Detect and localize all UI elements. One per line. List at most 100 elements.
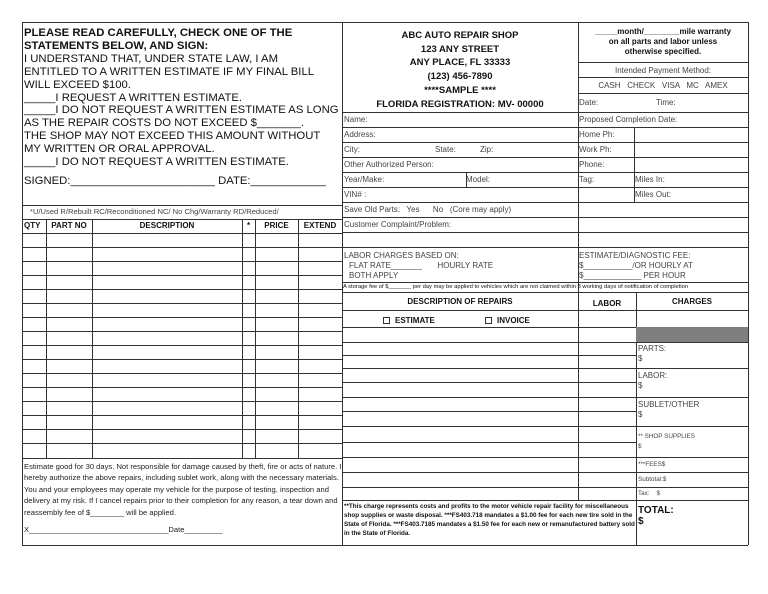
grid-line	[342, 457, 636, 458]
shop-header: ABC AUTO REPAIR SHOP 123 ANY STREET ANY …	[342, 29, 578, 111]
diag-fee-amount[interactable]: $___________/OR HOURLY AT	[579, 261, 693, 270]
option-no-estimate-limit[interactable]: _____I DO NOT REQUEST A WRITTEN ESTIMATE…	[24, 104, 339, 117]
grid-line	[22, 275, 342, 276]
col-part-no: PART NO	[51, 221, 87, 230]
warranty-line: otherwise specified.	[624, 47, 702, 56]
intro-line: AS THE REPAIR COSTS DO NOT EXCEED $_____…	[24, 117, 305, 130]
grid-line	[342, 292, 748, 293]
shaded-charges-cell	[636, 327, 748, 342]
grid-line	[22, 331, 342, 332]
vin-field[interactable]: VIN# :	[344, 190, 367, 199]
year-make-field[interactable]: Year/Make:	[344, 175, 385, 184]
state-field[interactable]: State:	[435, 145, 456, 154]
labor-rate-options[interactable]: FLAT RATE_______ HOURLY RATE	[349, 261, 494, 270]
grid-line	[22, 247, 342, 248]
grid-line	[22, 429, 342, 430]
grid-line	[255, 219, 256, 458]
warranty-line[interactable]: _____month/________mile warranty	[594, 27, 732, 36]
shop-name: ABC AUTO REPAIR SHOP	[401, 30, 519, 41]
invoice-checkbox[interactable]: INVOICE	[485, 316, 530, 326]
col-star: *	[246, 221, 251, 230]
name-field[interactable]: Name:	[344, 115, 368, 124]
work-phone-field[interactable]: Work Ph:	[579, 145, 612, 154]
grid-line	[92, 219, 93, 458]
grid-line	[342, 355, 636, 356]
estimate-checkbox[interactable]: ESTIMATE	[383, 316, 435, 326]
total-charge[interactable]: TOTAL: $	[638, 505, 674, 527]
grid-line	[342, 397, 636, 398]
address-field[interactable]: Address:	[344, 130, 376, 139]
diagnostic-fee: ESTIMATE/DIAGNOSTIC FEE: $___________/OR…	[579, 251, 693, 281]
payment-label: Intended Payment Method:	[614, 66, 712, 75]
tag-field[interactable]: Tag:	[579, 175, 595, 184]
model-field[interactable]: Model:	[466, 175, 491, 184]
other-person-field[interactable]: Other Authorized Person:	[344, 160, 434, 169]
grid-line	[22, 219, 342, 220]
grid-line	[22, 458, 342, 459]
grid-line	[22, 22, 748, 23]
home-phone-field[interactable]: Home Ph:	[579, 130, 615, 139]
grid-line	[636, 472, 748, 473]
payment-options[interactable]: CASH CHECK VISA MC AMEX	[598, 81, 728, 90]
grid-line	[22, 545, 748, 546]
diag-fee-hourly[interactable]: $_____________ PER HOUR	[579, 271, 686, 280]
option-no-estimate[interactable]: _____I DO NOT REQUEST A WRITTEN ESTIMATE…	[24, 156, 289, 169]
proposed-date-field[interactable]: Proposed Completion Date:	[579, 115, 678, 124]
city-field[interactable]: City:	[344, 145, 360, 154]
col-description: DESCRIPTION	[139, 221, 195, 230]
repairs-header: DESCRIPTION OF REPAIRS	[407, 297, 513, 306]
terms-paragraph: Estimate good for 30 days. Not responsib…	[24, 462, 342, 517]
estimate-label: ESTIMATE	[395, 316, 435, 325]
grid-line	[22, 233, 342, 234]
checkbox-icon	[485, 317, 492, 325]
grid-line	[578, 93, 748, 94]
grid-line	[636, 342, 748, 343]
miles-in-field[interactable]: Miles In:	[635, 175, 665, 184]
intro-line: MY WRITTEN OR ORAL APPROVAL.	[24, 143, 215, 156]
intro-heading: STATEMENTS BELOW, AND SIGN:	[24, 39, 209, 52]
grid-line	[342, 426, 636, 427]
time-label[interactable]: Time:	[656, 98, 676, 107]
both-apply-option[interactable]: BOTH APPLY	[349, 271, 399, 280]
grid-line	[342, 487, 636, 488]
checkbox-icon	[383, 317, 390, 325]
grid-line	[342, 142, 748, 143]
grid-line	[342, 157, 748, 158]
labor-header: LABOR	[592, 299, 622, 308]
grid-line	[342, 202, 748, 203]
shop-supplies-charge[interactable]: ** SHOP SUPPLIES $	[638, 432, 695, 452]
grid-line	[342, 187, 748, 188]
terms-text: Estimate good for 30 days. Not responsib…	[24, 461, 342, 535]
grid-line	[22, 443, 342, 444]
sublet-label: SUBLET/OTHER	[638, 400, 700, 409]
grid-line	[342, 411, 636, 412]
grid-line	[342, 472, 636, 473]
date-label[interactable]: Date:	[579, 98, 599, 107]
signature-date-line[interactable]: SIGNED:_______________________ DATE:____…	[24, 174, 326, 187]
zip-field[interactable]: Zip:	[480, 145, 494, 154]
complaint-field[interactable]: Customer Complaint/Problem:	[344, 220, 452, 229]
grid-line	[342, 232, 748, 233]
authorization-signature-line[interactable]: X_________________________________Date__…	[24, 525, 223, 535]
phone-field[interactable]: Phone:	[579, 160, 605, 169]
sublet-charge[interactable]: SUBLET/OTHER $	[638, 400, 699, 420]
grid-line	[22, 401, 342, 402]
grid-line	[748, 22, 749, 545]
col-qty: QTY	[24, 221, 41, 230]
grid-line	[342, 22, 343, 545]
subtotal-charge[interactable]: Subtotal:$	[638, 476, 667, 483]
parts-charge[interactable]: PARTS: $	[638, 344, 666, 364]
miles-out-field[interactable]: Miles Out:	[635, 190, 672, 199]
fees-charge[interactable]: ***FEES$	[638, 461, 666, 468]
save-old-parts-field[interactable]: Save Old Parts: Yes No (Core may apply)	[344, 205, 512, 214]
grid-line	[342, 500, 636, 501]
option-request-estimate[interactable]: _____I REQUEST A WRITTEN ESTIMATE.	[24, 91, 243, 104]
invoice-label: INVOICE	[497, 316, 530, 325]
grid-line	[242, 219, 243, 458]
intro-heading: PLEASE READ CAREFULLY, CHECK ONE OF THE	[24, 27, 293, 39]
tax-charge[interactable]: Tax: $	[638, 490, 661, 497]
grid-line	[22, 387, 342, 388]
labor-charge[interactable]: LABOR: $	[638, 371, 667, 391]
grid-line	[342, 217, 748, 218]
